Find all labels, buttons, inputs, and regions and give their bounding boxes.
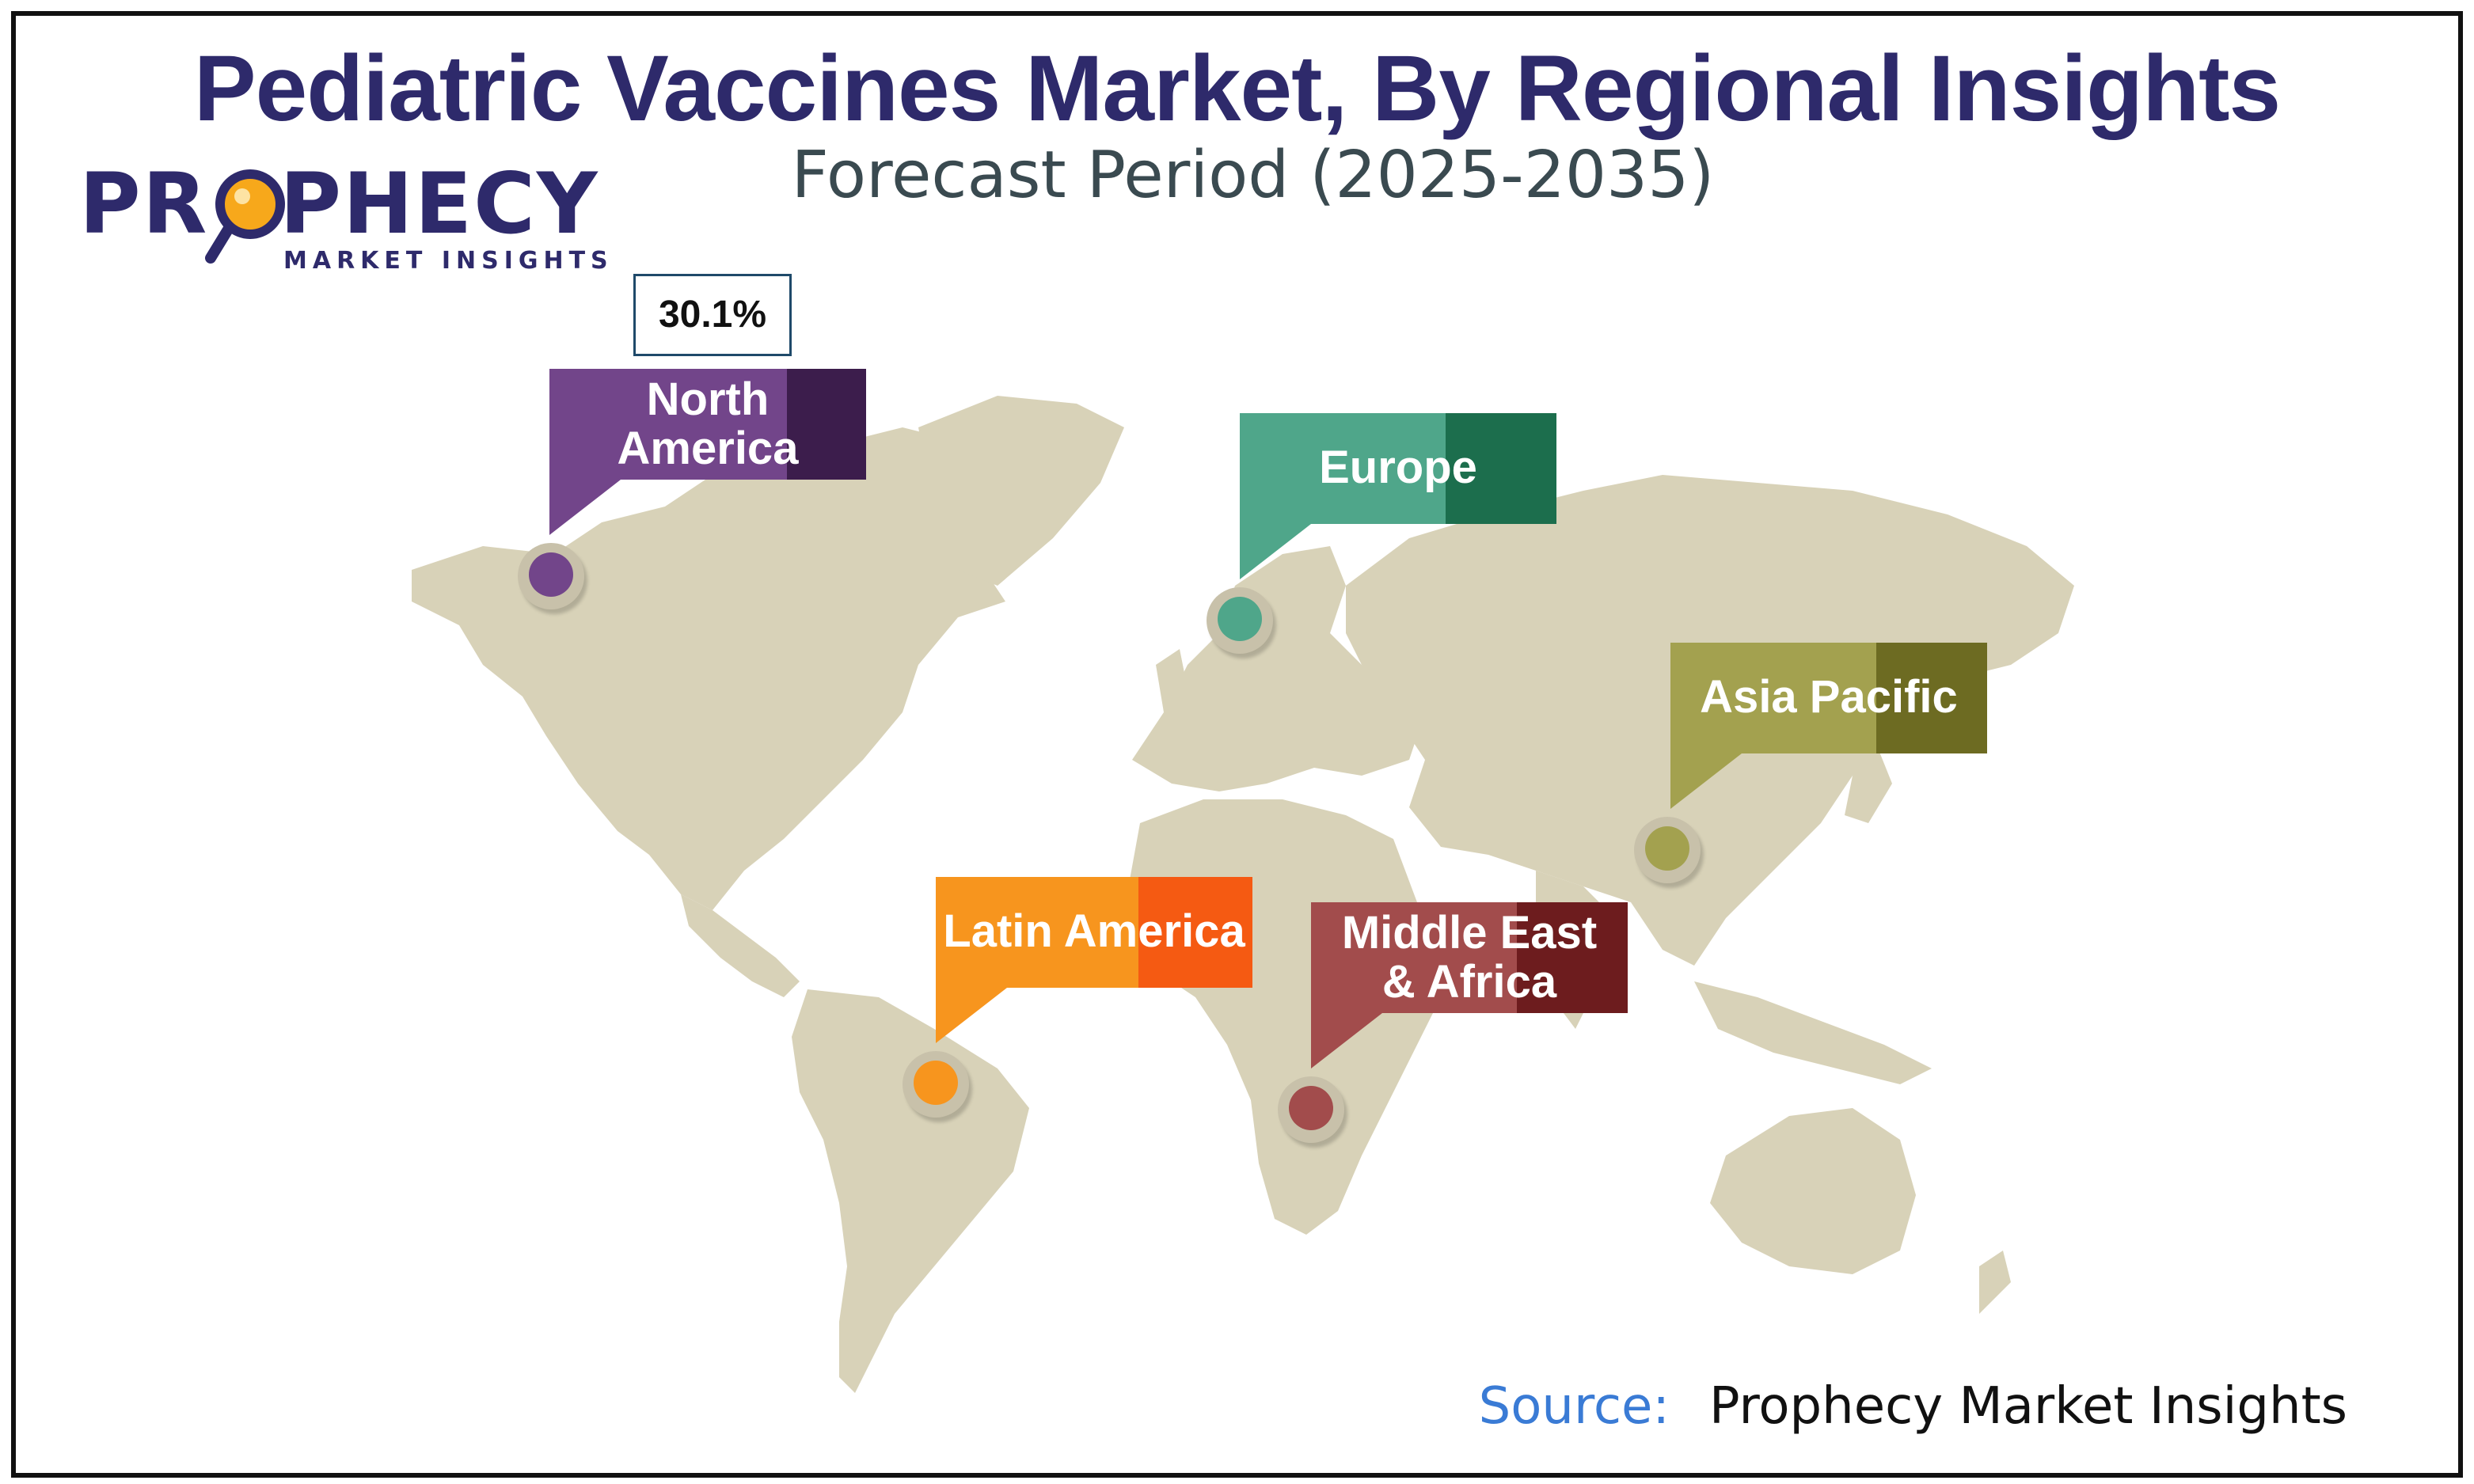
callout-shape <box>936 877 1252 1043</box>
pin-dot <box>1218 597 1262 641</box>
pin-dot <box>1289 1086 1333 1130</box>
callout-shade <box>1138 877 1252 988</box>
source-value: Prophecy Market Insights <box>1708 1377 2347 1436</box>
region-label: Middle East & Africa <box>1311 909 1628 1007</box>
region-label-line: Middle East <box>1341 907 1598 958</box>
region-label-line: Latin America <box>943 905 1245 957</box>
region-label-line: America <box>617 423 799 474</box>
callout-pointer <box>936 988 1007 1043</box>
callout-pointer <box>1670 753 1742 809</box>
callout-shape <box>1240 413 1556 579</box>
callout-pointer <box>1311 1013 1382 1068</box>
pin-dot <box>1645 826 1689 871</box>
north-america-share-value: 30.1% <box>633 274 792 356</box>
region-label: Europe <box>1240 443 1556 492</box>
logo-wordmark: PR PHECY <box>79 155 599 252</box>
callout-shape <box>549 369 866 535</box>
pin-middle-east-africa[interactable] <box>1278 1076 1344 1143</box>
callout-north-america[interactable]: North America <box>549 369 866 535</box>
land-europe <box>1132 546 1425 791</box>
region-label-line: Asia Pacific <box>1700 671 1958 723</box>
magnifier-icon <box>205 169 285 264</box>
land-central-america <box>681 894 800 997</box>
pin-dot <box>914 1061 958 1105</box>
source-label: Source: <box>1478 1377 1670 1436</box>
region-label: North America <box>549 375 866 473</box>
land-new-zealand <box>1979 1251 2011 1314</box>
callout-shade <box>1517 902 1628 1013</box>
region-label: Latin America <box>936 907 1252 956</box>
land-south-america <box>792 989 1029 1393</box>
callout-shade <box>787 369 866 480</box>
callout-europe[interactable]: Europe <box>1240 413 1556 579</box>
callout-middle-east-africa[interactable]: Middle East & Africa <box>1311 902 1628 1068</box>
land-uk <box>1156 649 1188 712</box>
region-label-line: Europe <box>1319 442 1477 493</box>
callout-shade <box>1876 643 1987 753</box>
callout-shape <box>1311 902 1628 1068</box>
land-southeast-asia <box>1694 981 1932 1084</box>
land-greenland <box>918 396 1124 586</box>
land-australia <box>1710 1108 1916 1274</box>
pin-europe[interactable] <box>1207 587 1273 654</box>
callout-latin-america[interactable]: Latin America <box>936 877 1252 1043</box>
pin-north-america[interactable] <box>518 543 584 609</box>
callout-asia-pacific[interactable]: Asia Pacific <box>1670 643 1987 809</box>
land-japan <box>1845 744 1892 823</box>
outer-frame <box>11 11 2463 1478</box>
callout-shape <box>1670 643 1987 809</box>
pin-asia-pacific[interactable] <box>1634 817 1701 883</box>
callout-shade <box>1446 413 1556 524</box>
callout-pointer <box>549 480 621 535</box>
callout-pointer <box>1240 524 1311 579</box>
region-label: Asia Pacific <box>1670 673 1987 722</box>
pin-dot <box>529 552 573 597</box>
region-label-line: & Africa <box>1381 956 1557 1008</box>
page-subtitle: Forecast Period (2025-2035) <box>791 138 1715 213</box>
page-title: Pediatric Vaccines Market, By Regional I… <box>193 36 2281 141</box>
pin-latin-america[interactable] <box>903 1051 969 1118</box>
land-north-america <box>412 427 1005 910</box>
source-credit: Source: Prophecy Market Insights <box>1479 1377 2347 1436</box>
logo-tagline: MARKET INSIGHTS <box>283 247 614 275</box>
region-label-line: North <box>646 374 770 425</box>
brand-logo: PR PHECY MARKET INSIGHTS <box>79 155 608 282</box>
